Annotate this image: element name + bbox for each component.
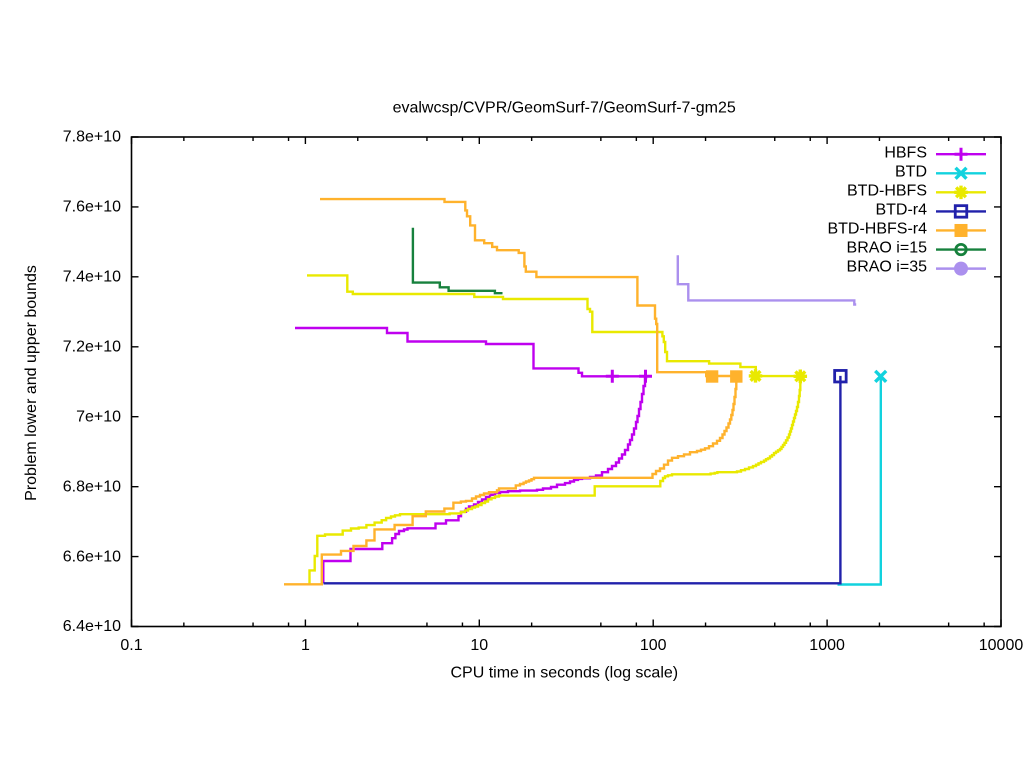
svg-text:BTD-r4: BTD-r4 <box>875 202 927 219</box>
svg-text:100: 100 <box>640 637 667 654</box>
svg-text:6.4e+10: 6.4e+10 <box>63 618 121 635</box>
svg-text:10: 10 <box>470 637 488 654</box>
svg-text:evalwcsp/CVPR/GeomSurf-7/GeomS: evalwcsp/CVPR/GeomSurf-7/GeomSurf-7-gm25 <box>393 100 736 117</box>
svg-text:1000: 1000 <box>809 637 845 654</box>
svg-text:7e+10: 7e+10 <box>76 408 121 425</box>
svg-text:BRAO i=35: BRAO i=35 <box>847 259 928 276</box>
svg-text:HBFS: HBFS <box>884 144 927 161</box>
svg-text:6.8e+10: 6.8e+10 <box>63 478 121 495</box>
svg-text:6.6e+10: 6.6e+10 <box>63 548 121 565</box>
svg-text:7.4e+10: 7.4e+10 <box>63 269 121 286</box>
svg-text:BTD-HBFS: BTD-HBFS <box>847 182 927 199</box>
svg-text:1: 1 <box>301 637 310 654</box>
svg-text:BRAO i=15: BRAO i=15 <box>847 240 928 257</box>
svg-text:BTD: BTD <box>895 163 927 180</box>
svg-text:0.1: 0.1 <box>120 637 142 654</box>
svg-text:7.8e+10: 7.8e+10 <box>63 129 121 146</box>
svg-text:CPU time in seconds (log scale: CPU time in seconds (log scale) <box>450 665 678 682</box>
svg-text:Problem lower and upper bounds: Problem lower and upper bounds <box>23 265 40 501</box>
svg-text:BTD-HBFS-r4: BTD-HBFS-r4 <box>827 221 927 238</box>
svg-text:10000: 10000 <box>979 637 1024 654</box>
svg-text:7.6e+10: 7.6e+10 <box>63 199 121 216</box>
svg-text:7.2e+10: 7.2e+10 <box>63 338 121 355</box>
